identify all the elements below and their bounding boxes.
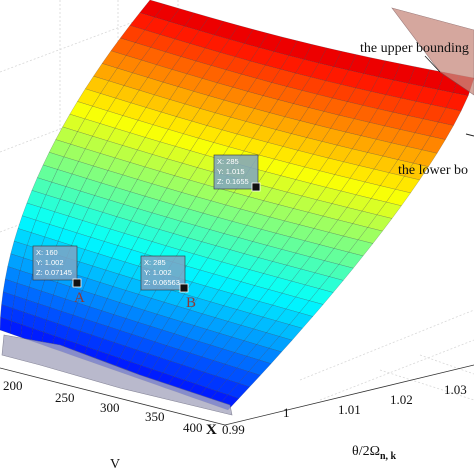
v-axis-ticks: 200 250 300 350 400 [3, 378, 203, 435]
upper-bounding-label: the upper bounding [360, 41, 469, 56]
lower-bounding-label: the lower bo [398, 163, 468, 178]
bounding-planes [1, 7, 474, 416]
datatip-1-marker [251, 182, 261, 192]
v-tick-label: 300 [100, 400, 120, 415]
theta-tick-label: 0.99 [222, 422, 245, 437]
datatip-1-line-3: Z: 0.1655 [217, 177, 249, 186]
datatip-1-line-2: Y: 1.015 [217, 167, 245, 176]
theta-axis-ticks: 0.99 1 1.01 1.02 1.03 [222, 382, 467, 437]
theta-axis-title-sub: n, k [380, 451, 397, 462]
v-tick-label: 250 [55, 390, 75, 405]
datatip-3[interactable]: X: 285 Y: 1.002 Z: 0.06563 B [140, 255, 196, 311]
datatip-1[interactable]: X: 285 Y: 1.015 Z: 0.1655 [213, 154, 261, 192]
axis-x-letter: X [206, 422, 217, 438]
upper-pointer [424, 55, 441, 73]
datatip-3-line-2: Y: 1.002 [144, 268, 172, 277]
datatip-3-line-1: X: 285 [144, 258, 166, 267]
datatip-3-line-3: Z: 0.06563 [144, 278, 180, 287]
lower-pointer [465, 133, 474, 137]
theta-tick-label: 1.02 [390, 392, 413, 407]
axis-lines [0, 364, 474, 426]
theta-tick-label: 1 [283, 405, 290, 420]
v-tick-label: 350 [145, 409, 165, 424]
datatip-2-line-1: X: 160 [36, 248, 58, 257]
datatip-2-line-2: Y: 1.002 [36, 258, 64, 267]
v-axis-title: V [110, 457, 120, 472]
bounding-annotations: the upper bounding the lower bo [360, 41, 474, 178]
theta-axis-title-main: θ/2Ω [352, 444, 380, 459]
theta-tick-label: 1.01 [338, 402, 361, 417]
theta-axis-title: θ/2Ωn, k [352, 444, 397, 462]
v-tick-label: 200 [3, 378, 23, 393]
datatip-2[interactable]: X: 160 Y: 1.002 Z: 0.07145 A [32, 245, 85, 306]
surface-mesh [0, 0, 474, 411]
datatip-3-marker [179, 283, 189, 293]
datatip-2-marker [72, 278, 82, 288]
point-label-b: B [186, 295, 196, 311]
theta-tick-label: 1.03 [444, 382, 467, 397]
datatip-2-line-3: Z: 0.07145 [36, 268, 72, 277]
v-tick-label: 400 [183, 420, 203, 435]
point-label-a: A [74, 290, 85, 306]
datatip-1-line-1: X: 285 [217, 157, 239, 166]
